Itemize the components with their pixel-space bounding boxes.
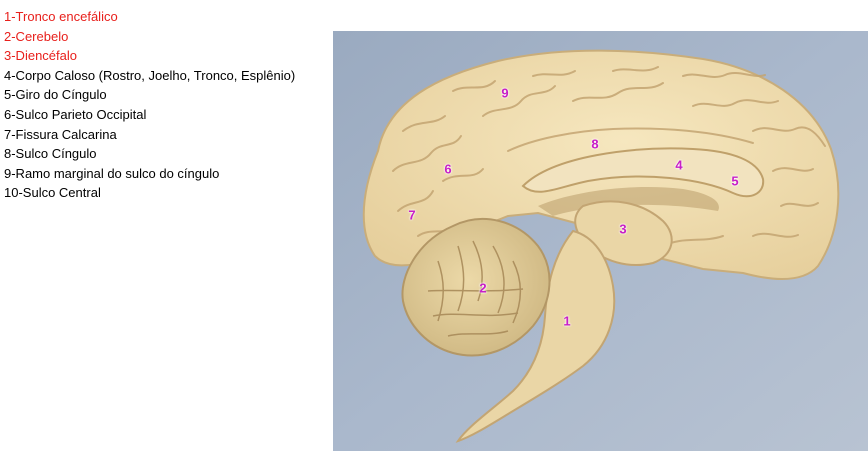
legend-item-sulco-central: 10-Sulco Central (4, 185, 101, 201)
legend-item-sulco-parieto-occipital: 6-Sulco Parieto Occipital (4, 106, 147, 122)
legend-item-giro-cingulo: 5-Giro do Cíngulo (4, 87, 107, 103)
marker-3: 3 (619, 221, 627, 237)
marker-2: 2 (479, 280, 487, 296)
marker-6: 6 (444, 161, 452, 177)
legend-list: 1-Tronco encefálico 2-Cerebelo 3-Diencéf… (4, 7, 295, 203)
legend-item-tronco-encefalico: 1-Tronco encefálico (4, 9, 118, 24)
legend-item-sulco-cingulo: 8-Sulco Cíngulo (4, 146, 97, 162)
legend-item-fissura-calcarina: 7-Fissura Calcarina (4, 126, 117, 142)
legend-item-cerebelo: 2-Cerebelo (4, 28, 69, 44)
marker-4: 4 (675, 157, 683, 173)
marker-7: 7 (408, 207, 416, 223)
legend-item-diencefalo: 3-Diencéfalo (4, 48, 77, 64)
legend-item-ramo-marginal: 9-Ramo marginal do sulco do cíngulo (4, 165, 220, 181)
marker-5: 5 (731, 173, 739, 189)
brain-sagittal-photo: 9 8 4 5 6 7 3 2 1 (333, 31, 868, 451)
marker-1: 1 (563, 313, 571, 329)
marker-9: 9 (501, 85, 509, 101)
legend-item-corpo-caloso: 4-Corpo Caloso (Rostro, Joelho, Tronco, … (4, 67, 296, 83)
marker-8: 8 (591, 136, 599, 152)
